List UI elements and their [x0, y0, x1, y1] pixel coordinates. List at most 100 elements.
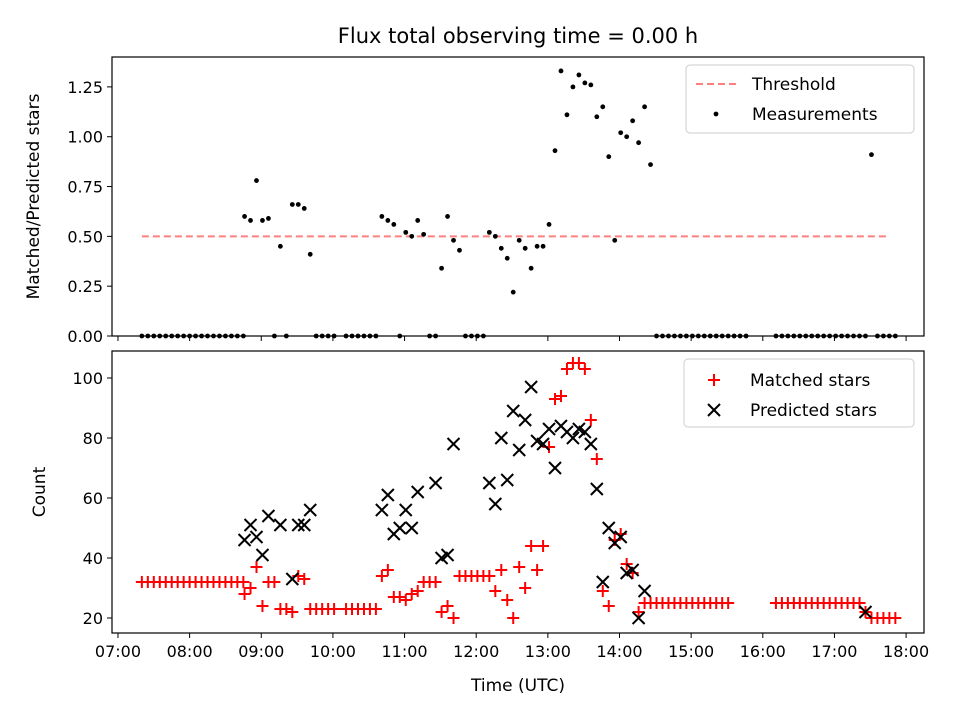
x-tick-label: 13:00 — [525, 642, 571, 661]
measurement-point — [612, 237, 618, 243]
measurement-point — [277, 243, 283, 249]
top-legend-box — [685, 64, 915, 134]
measurement-point — [642, 104, 647, 110]
predicted-point — [285, 572, 300, 586]
bottom-plot-area — [135, 357, 902, 625]
predicted-point — [637, 584, 652, 598]
y-tick: 1.25 — [67, 78, 112, 97]
y-tick: 0.50 — [67, 227, 112, 246]
measurement-point — [301, 206, 307, 211]
measurement-point — [379, 214, 385, 219]
matched-point — [405, 588, 418, 600]
measurement-point — [415, 218, 421, 223]
measurement-point — [618, 130, 624, 136]
predicted-point — [381, 488, 395, 502]
bottom-panel: 20 40 60 80 100 07:00 08:00 09:00 10:00 11:00 12:… — [30, 350, 929, 696]
x-tick: 10:00 — [310, 633, 356, 661]
measurement-point — [510, 289, 516, 295]
measurement-point — [421, 231, 427, 237]
top-legend: Threshold Measurements — [685, 64, 915, 134]
predicted-point — [858, 605, 873, 619]
matched-point — [328, 603, 341, 615]
measurement-point — [546, 222, 552, 227]
y-tick: 100 — [72, 369, 112, 388]
x-tick: 14:00 — [596, 633, 643, 661]
matched-point — [483, 570, 496, 582]
x-tick: 15:00 — [668, 633, 714, 661]
measurement-point — [409, 233, 415, 239]
predicted-point — [512, 443, 526, 457]
top-y-ticks: 0.00 0.25 0.50 0.75 1.00 1.25 — [67, 78, 112, 346]
predicted-point — [255, 548, 270, 562]
predicted-point — [536, 437, 550, 451]
y-tick: 20 — [83, 609, 112, 628]
matched-point — [513, 561, 526, 573]
predicted-point — [506, 404, 520, 418]
measurements-legend-marker — [713, 111, 719, 117]
x-tick-label: 16:00 — [740, 642, 786, 661]
matched-point — [507, 612, 520, 624]
matched-point — [399, 594, 412, 606]
predicted-point — [584, 437, 598, 451]
y-tick: 0.00 — [67, 327, 112, 346]
predicted-point — [542, 422, 556, 436]
top-x-ticks — [117, 336, 907, 341]
y-tick: 60 — [83, 489, 112, 508]
chart-title: Flux total observing time = 0.00 h — [338, 24, 698, 48]
matched-point — [889, 612, 902, 624]
matched-point — [722, 597, 735, 609]
matched-point — [519, 582, 532, 594]
predicted-point — [602, 521, 616, 535]
matched-legend-marker — [708, 374, 720, 386]
predicted-point — [631, 611, 646, 625]
measurement-point — [266, 216, 271, 221]
predicted-point — [566, 431, 580, 445]
predicted-point — [494, 431, 508, 445]
predicted-point — [393, 521, 407, 535]
measurement-point — [439, 265, 444, 271]
matched-point — [578, 363, 591, 375]
matched-point — [381, 564, 394, 576]
y-tick: 1.00 — [67, 128, 112, 147]
measurement-point — [534, 243, 540, 249]
predicted-point — [273, 518, 288, 532]
predicted-point — [375, 503, 389, 517]
predicted-point — [446, 437, 461, 451]
predicted-point — [261, 509, 276, 523]
y-tick-label: 0.25 — [67, 277, 103, 296]
bottom-y-axis-label: Count — [30, 466, 50, 517]
x-tick: 18:00 — [883, 633, 929, 661]
y-tick-label: 20 — [83, 609, 103, 628]
bottom-legend-box — [683, 358, 915, 428]
y-tick-label: 1.00 — [67, 128, 103, 147]
matched-point — [596, 585, 609, 597]
matched-point — [250, 561, 263, 573]
x-tick-label: 08:00 — [167, 642, 213, 661]
measurements-legend-label: Measurements — [752, 105, 878, 125]
measurement-point — [630, 118, 636, 124]
measurement-point — [594, 114, 600, 120]
matched-point — [537, 540, 550, 552]
measurement-point — [528, 265, 534, 271]
measurement-point — [582, 80, 588, 86]
x-tick-label: 17:00 — [811, 642, 857, 661]
measurement-point — [492, 233, 498, 239]
x-tick: 12:00 — [453, 633, 499, 661]
matched-point — [375, 570, 388, 582]
bottom-legend: Matched stars Predicted stars — [683, 358, 915, 428]
measurement-point — [486, 229, 492, 235]
x-axis-label: Time (UTC) — [470, 676, 565, 696]
matched-point — [256, 600, 269, 612]
measurement-point — [588, 82, 594, 88]
x-tick-label: 18:00 — [883, 642, 929, 661]
measurement-point — [307, 251, 313, 257]
matched-point — [411, 585, 424, 597]
predicted-point — [524, 380, 538, 394]
predicted-point — [596, 575, 610, 589]
measurement-point — [289, 202, 295, 207]
matched-point — [393, 591, 406, 603]
measurement-point — [242, 214, 247, 219]
measurement-point — [457, 247, 462, 253]
measurement-point — [624, 134, 630, 140]
